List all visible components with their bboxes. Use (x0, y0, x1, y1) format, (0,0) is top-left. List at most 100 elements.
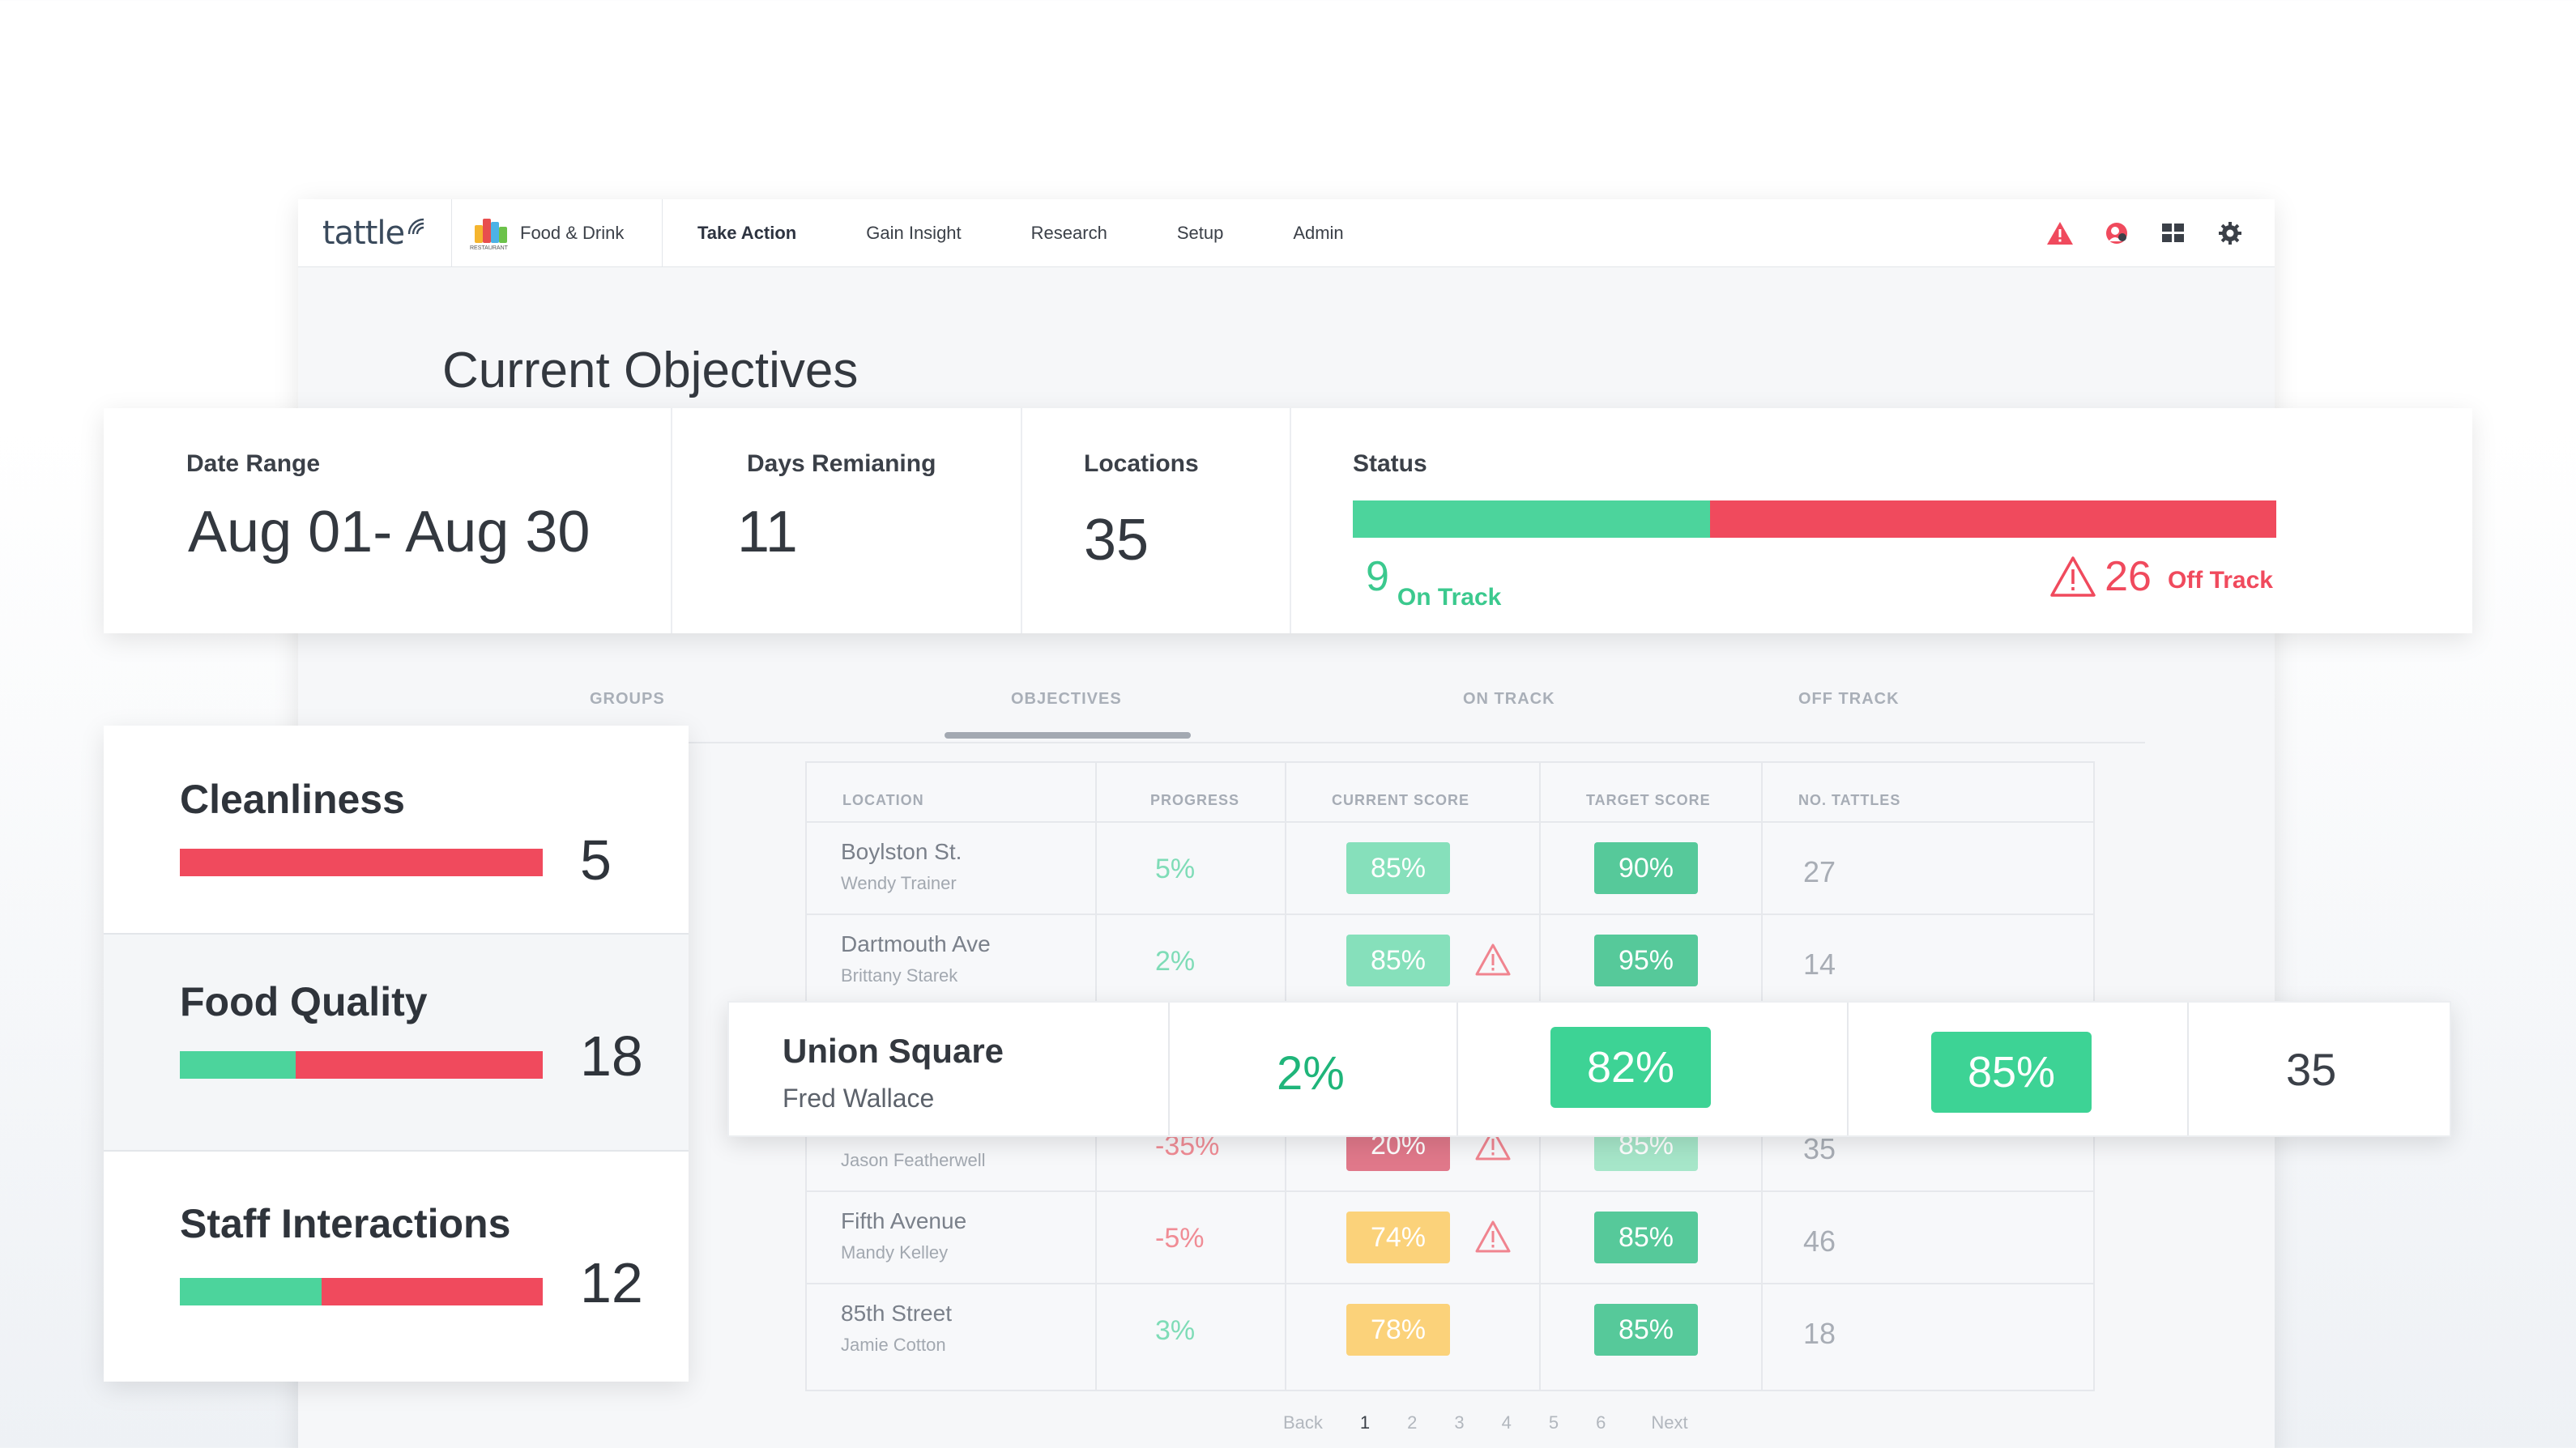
target-score-badge: 95% (1594, 935, 1698, 986)
locations-label: Locations (1084, 450, 1199, 477)
group-staff-interactions[interactable]: Staff Interactions 12 (104, 1152, 689, 1382)
warning-outline-icon (2050, 556, 2096, 597)
table-row[interactable]: Dartmouth Ave Brittany Starek 2% 85% 95% 14 (807, 914, 2093, 1006)
row-divider (1847, 1003, 1849, 1135)
tattles-count: 35 (1803, 1132, 1836, 1165)
pagination: Back 1 2 3 4 5 6 Next (1283, 1412, 1688, 1433)
progress-value: 2% (1155, 946, 1196, 977)
location-manager: Mandy Kelley (841, 1242, 949, 1263)
days-remaining-cell: Days Remianing 11 (672, 408, 1022, 633)
main-menu: Take Action Gain Insight Research Setup … (663, 199, 1379, 267)
nav-setup[interactable]: Setup (1176, 222, 1224, 243)
group-bar-off-track (180, 849, 543, 876)
page-5[interactable]: 5 (1548, 1412, 1559, 1433)
group-name: Food Quality (180, 979, 428, 1024)
nav-take-action[interactable]: Take Action (697, 222, 797, 243)
status-bar-on-track (1353, 500, 1711, 538)
status-cell: Status 9 On Track 26 Off Track (1291, 408, 2472, 633)
off-track-summary: 26 Off Track (2049, 552, 2273, 601)
target-score-badge: 85% (1594, 1212, 1698, 1263)
tabs-bar: GROUPS OBJECTIVES ON TRACK OFF TRACK (444, 662, 2145, 743)
tattles-count: 18 (1803, 1317, 1836, 1350)
tab-objectives[interactable]: OBJECTIVES (1011, 690, 1122, 708)
tattles-count: 14 (1803, 948, 1836, 981)
warning-icon[interactable] (2046, 219, 2074, 247)
progress-value: 3% (1155, 1315, 1196, 1346)
group-count: 12 (580, 1251, 643, 1314)
status-progress-bar (1353, 500, 2276, 538)
header-progress[interactable]: PROGRESS (1150, 792, 1240, 808)
group-cleanliness[interactable]: Cleanliness 5 (104, 726, 689, 935)
group-count: 18 (580, 1024, 643, 1088)
page-3[interactable]: 3 (1454, 1412, 1465, 1433)
highlighted-row[interactable]: Union Square Fred Wallace 2% 82% 85% 35 (727, 1001, 2451, 1137)
date-range-cell: Date Range Aug 01- Aug 30 (104, 408, 672, 633)
page-4[interactable]: 4 (1501, 1412, 1512, 1433)
on-track-summary: 9 On Track (1366, 552, 1501, 611)
gear-icon[interactable] (2216, 219, 2244, 247)
group-progress-bar (180, 849, 543, 876)
location-name: Union Square (783, 1032, 1004, 1070)
pagination-back[interactable]: Back (1283, 1412, 1323, 1433)
current-score-badge: 74% (1346, 1212, 1450, 1263)
target-score-badge: 90% (1594, 842, 1698, 894)
location-manager: Jamie Cotton (841, 1335, 946, 1355)
tab-off-track[interactable]: OFF TRACK (1798, 690, 1900, 708)
header-no-tattles[interactable]: NO. TATTLES (1798, 792, 1901, 808)
days-remaining-value: 11 (737, 500, 798, 564)
location-name: Fifth Avenue (841, 1208, 967, 1233)
group-count: 5 (580, 828, 612, 892)
table-row[interactable]: Fifth Avenue Mandy Kelley -5% 74% 85% 46 (807, 1190, 2093, 1283)
user-alert-icon[interactable] (2103, 219, 2130, 247)
locations-value: 35 (1084, 508, 1149, 573)
location-manager: Brittany Starek (841, 965, 958, 986)
page-title: Current Objectives (442, 343, 859, 398)
tattle-logo[interactable]: tattle (298, 198, 452, 267)
target-score-badge: 85% (1931, 1032, 2092, 1113)
summary-card: Date Range Aug 01- Aug 30 Days Remianing… (104, 408, 2472, 633)
logo-text: tattle (322, 214, 405, 252)
page-2[interactable]: 2 (1407, 1412, 1418, 1433)
brand-name: Food & Drink (520, 222, 625, 243)
brand-selector[interactable]: RESTAURANT Food & Drink (452, 198, 663, 267)
current-score-badge: 82% (1550, 1027, 1711, 1108)
nav-icons (2046, 199, 2244, 267)
status-bar-off-track (1710, 500, 2276, 538)
group-progress-bar (180, 1051, 543, 1079)
on-track-label: On Track (1397, 584, 1502, 611)
group-bar-on-track (180, 1278, 322, 1305)
group-name: Cleanliness (180, 777, 405, 822)
location-manager: Jason Featherwell (841, 1150, 986, 1170)
location-name: Dartmouth Ave (841, 931, 991, 956)
header-current-score[interactable]: CURRENT SCORE (1332, 792, 1470, 808)
nav-admin[interactable]: Admin (1293, 222, 1344, 243)
tab-groups[interactable]: GROUPS (590, 690, 665, 708)
current-score-badge: 85% (1346, 842, 1450, 894)
pagination-next[interactable]: Next (1651, 1412, 1688, 1433)
active-tab-indicator (945, 732, 1191, 739)
tab-on-track[interactable]: ON TRACK (1463, 690, 1555, 708)
header-target-score[interactable]: TARGET SCORE (1586, 792, 1711, 808)
target-score-badge: 85% (1594, 1304, 1698, 1356)
table-row[interactable]: Boylston St. Wendy Trainer 5% 85% 90% 27 (807, 821, 2093, 914)
row-divider (2187, 1003, 2189, 1135)
grid-icon[interactable] (2160, 219, 2187, 247)
tattles-count: 35 (2286, 1044, 2337, 1095)
groups-card: Cleanliness 5 Food Quality 18 Staff Inte… (104, 726, 689, 1382)
location-manager: Fred Wallace (783, 1084, 935, 1113)
page-6[interactable]: 6 (1596, 1412, 1606, 1433)
table-row[interactable]: 85th Street Jamie Cotton 3% 78% 85% 18 (807, 1283, 2093, 1375)
header-location[interactable]: LOCATION (842, 792, 924, 808)
off-track-count: 26 (2105, 553, 2152, 600)
status-label: Status (1353, 450, 1427, 477)
group-food-quality[interactable]: Food Quality 18 (104, 935, 689, 1150)
warning-icon (1474, 943, 1512, 977)
location-manager: Wendy Trainer (841, 873, 957, 893)
row-divider (1168, 1003, 1170, 1135)
tattles-count: 27 (1803, 855, 1836, 888)
nav-research[interactable]: Research (1030, 222, 1107, 243)
page-1[interactable]: 1 (1359, 1412, 1371, 1433)
progress-value: -5% (1155, 1223, 1205, 1254)
group-name: Staff Interactions (180, 1201, 511, 1246)
nav-gain-insight[interactable]: Gain Insight (866, 222, 962, 243)
